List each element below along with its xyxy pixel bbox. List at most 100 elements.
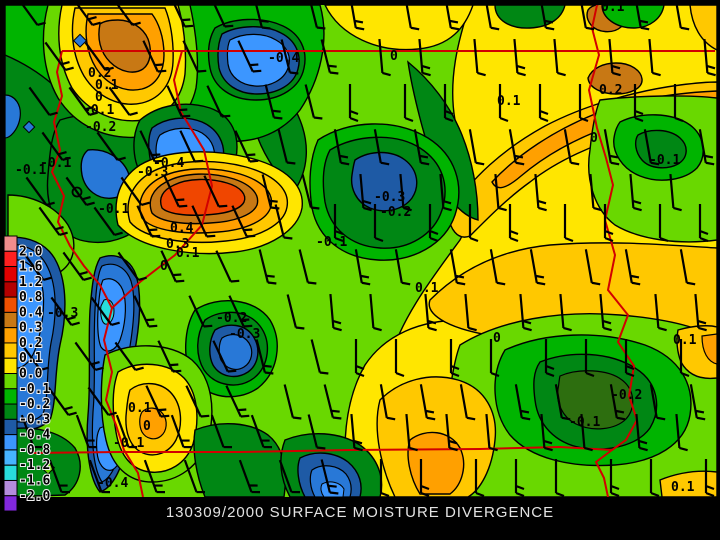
wind-barb <box>578 5 595 31</box>
wind-barb <box>445 413 458 452</box>
colorbar-segment <box>3 342 18 359</box>
wind-barb <box>603 129 620 166</box>
contour-value-label: -0.1 <box>98 202 129 217</box>
wind-barb <box>498 84 509 123</box>
title-bar: 130309/2000 SURFACE MOISTURE DIVERGENCE <box>165 504 555 521</box>
wind-barb <box>329 293 342 332</box>
wind-barb <box>264 84 283 120</box>
wind-barb <box>142 40 167 73</box>
colorbar-value-label: -0.2 <box>19 397 50 412</box>
colorbar-value-label: -0.3 <box>19 412 50 427</box>
wind-barb <box>669 173 682 212</box>
wind-barb <box>88 459 111 494</box>
colorbar-value-label: -2.0 <box>19 489 50 504</box>
wind-barbs <box>16 5 716 497</box>
contour-value-label: -0.3 <box>137 165 168 180</box>
wind-barb <box>20 414 43 449</box>
wind-barb <box>673 5 690 31</box>
wind-barb <box>258 249 277 285</box>
wind-barb <box>609 459 620 497</box>
wind-barb <box>424 293 437 332</box>
wind-barb <box>237 40 262 73</box>
contour-value-label: 0.1 <box>601 0 625 15</box>
wind-barb <box>394 339 405 378</box>
wind-barb <box>679 249 696 286</box>
colorbar-segment <box>3 418 18 436</box>
wind-barb <box>143 459 166 494</box>
contour-value-label: -0.1 <box>15 163 46 178</box>
wind-barb <box>115 414 138 449</box>
contour-value-label: -0.3 <box>229 327 260 342</box>
wind-barb <box>704 459 715 497</box>
wind-barb <box>323 384 342 420</box>
contour-value-label: 0 <box>95 90 103 105</box>
wind-barb <box>513 38 526 77</box>
wind-barb <box>209 5 234 28</box>
contour-value-label: 0 <box>143 419 151 434</box>
wind-barb <box>320 459 339 495</box>
wind-barb <box>71 5 101 27</box>
wind-barb <box>354 249 371 286</box>
wind-barb <box>170 414 193 449</box>
wind-barb <box>47 386 77 417</box>
wind-barb <box>698 204 709 243</box>
colorbar-segment <box>3 388 18 405</box>
wind-barb <box>348 84 359 123</box>
wind-barb <box>359 173 372 212</box>
contour-value-label: -0.2 <box>380 205 411 220</box>
wind-barb <box>419 459 430 497</box>
colorbar-segment <box>3 235 18 252</box>
wind-barb <box>553 38 566 77</box>
contour-value-label: 0.1 <box>95 78 119 93</box>
wind-barb <box>418 38 431 77</box>
wind-barb <box>624 339 635 378</box>
colorbar-value-label: 0.0 <box>19 367 43 382</box>
wind-barb <box>485 413 498 452</box>
wind-barb <box>559 293 572 332</box>
wind-barb <box>191 205 216 238</box>
wind-barb <box>658 204 669 243</box>
wind-barb <box>185 385 210 418</box>
contour-value-label: 0.1 <box>128 401 152 416</box>
wind-barb <box>403 84 414 123</box>
wind-barb <box>111 5 141 27</box>
wind-barb <box>584 249 601 286</box>
wind-barb <box>252 5 271 30</box>
wind-barb <box>379 384 396 421</box>
wind-barb <box>250 414 273 449</box>
wind-barb <box>554 384 571 421</box>
contour-value-label: 0.1 <box>176 246 200 261</box>
colorbar-segment <box>3 311 18 329</box>
colorbar-value-label: 0.2 <box>19 336 42 351</box>
wind-barb <box>206 85 231 118</box>
wind-barb <box>44 41 74 72</box>
wind-barb <box>508 204 519 243</box>
wind-barb <box>379 459 390 497</box>
wind-barb <box>599 293 612 332</box>
wind-barb <box>84 41 114 72</box>
contour-value-label: -0.4 <box>153 156 184 171</box>
contour-value-label: -0.4 <box>97 476 128 491</box>
wind-barb <box>643 129 660 166</box>
contour-value-label: -0.2 <box>611 388 642 403</box>
contour-value-label: -0.3 <box>374 190 405 205</box>
wind-barb <box>278 459 301 494</box>
wind-barb <box>286 294 305 330</box>
wind-barb <box>580 413 593 452</box>
wind-barb <box>494 173 507 212</box>
wind-barb <box>320 39 339 75</box>
colorbar-value-label: 1.2 <box>19 275 42 290</box>
wind-barb <box>649 459 660 497</box>
wind-barb <box>307 5 326 30</box>
wind-barb <box>348 5 365 31</box>
contour-value-label: 0.1 <box>671 480 695 495</box>
contour-value-label: 0.4 <box>170 221 194 236</box>
wind-barb <box>514 459 525 497</box>
wind-barb <box>428 204 439 243</box>
wind-barb <box>62 251 92 282</box>
wind-barb <box>48 459 71 494</box>
colorbar-value-label: -0.8 <box>19 443 50 458</box>
wind-barb <box>16 5 46 27</box>
